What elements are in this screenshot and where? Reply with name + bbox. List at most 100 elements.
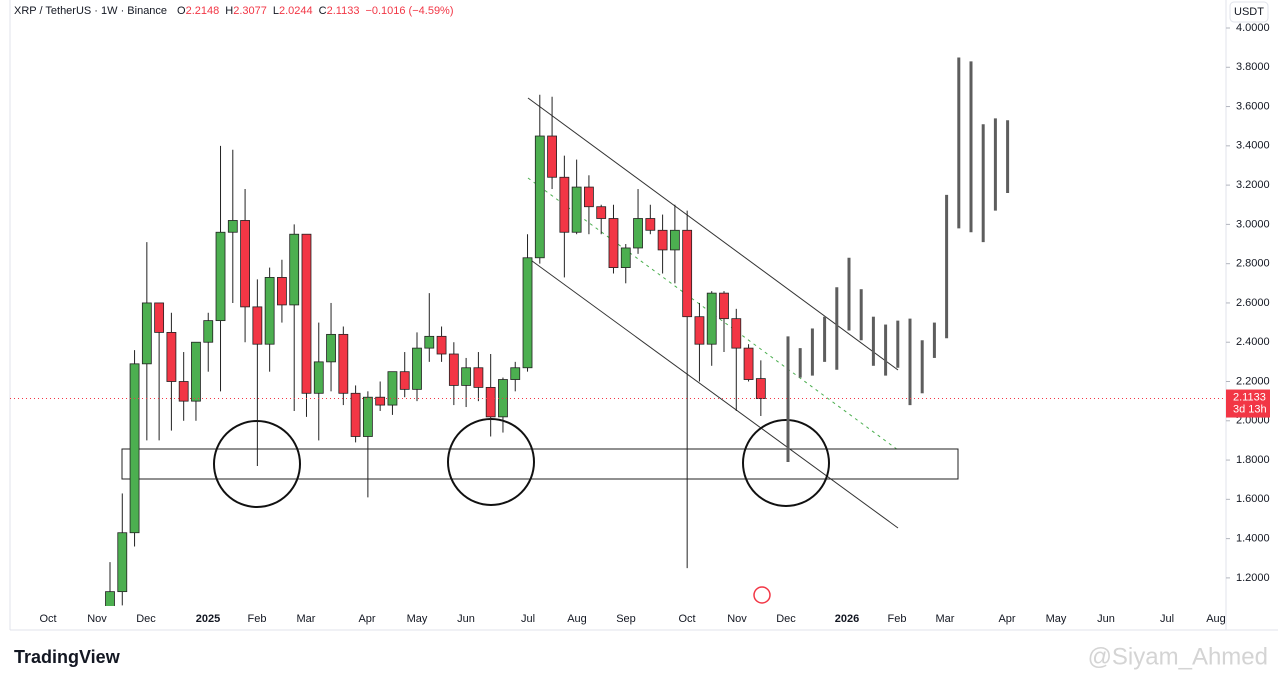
candle-body [387,371,398,406]
drawings [121,97,959,529]
candle-body [731,318,742,349]
candle-body [448,353,459,386]
candle-body [436,335,447,355]
countdown: 3d 13h [1233,403,1267,415]
candle-body [412,347,422,390]
candle-body [141,302,152,365]
x-tick-label: Jul [521,613,535,625]
x-tick-label: Mar [297,613,316,625]
watermark: @Siyam_Ahmed [1088,643,1268,670]
y-tick-label: 1.8000 [1236,454,1270,466]
candle-body [461,367,472,386]
y-tick-label: 4.0000 [1236,22,1270,34]
candle-body [559,176,570,233]
y-tick-label: 2.2000 [1236,375,1270,387]
candle-body [117,532,128,593]
candle-body [240,220,250,308]
candle-body [313,361,324,394]
y-tick-label: 2.0000 [1236,415,1270,427]
ohlc-value: 2.1133 [327,5,360,17]
x-tick-label: Oct [39,613,56,625]
candle-body [191,341,201,402]
x-tick-label: Jun [457,613,475,625]
ohlc-label: O [177,5,186,17]
x-tick-label: 2026 [835,613,859,625]
symbol: XRP / TetherUS · 1W · Binance [14,5,167,17]
x-tick-label: 2025 [196,613,220,625]
candle-body [620,247,631,268]
x-tick-label: May [407,613,428,625]
candle-body [252,306,263,345]
ohlc-value: 2.2148 [186,5,220,17]
x-tick-label: May [1046,613,1067,625]
event-icon[interactable] [753,586,771,604]
candle-body [571,186,582,233]
candle-body [682,229,693,318]
candle-body [129,363,140,534]
x-tick-label: Aug [1206,613,1226,625]
x-tick-label: Nov [87,613,107,625]
candle-body [608,218,619,268]
candle-body [584,186,594,208]
candle-body [596,206,607,219]
candle-body [485,386,496,418]
header: XRP / TetherUS · 1W · Binance O2.2148 H2.3… [14,5,454,17]
x-tick-label: Mar [936,613,955,625]
candle-body [719,292,729,320]
candle-body [473,367,484,388]
candle-body [375,396,386,406]
x-tick-label: Dec [136,613,156,625]
candle-body [338,333,349,394]
ohlc-label: C [319,5,327,17]
ohlc-label: L [273,5,279,17]
x-tick-label: Feb [888,613,907,625]
highlight-circle [742,419,830,507]
brand: TradingView [14,647,121,667]
candle-body [755,378,766,399]
candles [105,57,1010,606]
candle-body [362,396,373,437]
y-tick-label: 2.6000 [1236,297,1270,309]
x-tick-label: Aug [567,613,587,625]
candle-body [301,233,312,394]
candle-body [326,333,336,363]
y-tick-label: 3.8000 [1236,61,1270,73]
x-tick-label: Apr [358,613,375,625]
candle-body [669,229,680,251]
y-tick-label: 1.6000 [1236,493,1270,505]
ohlc-value: 2.0244 [279,5,313,17]
candle-body [203,320,214,343]
unit: USDT [1234,6,1264,18]
x-tick-label: Jun [1097,613,1115,625]
candle-body [350,392,361,437]
candle-body [178,381,189,402]
candle-body [706,292,717,345]
candle-body [694,316,705,345]
y-tick-label: 2.8000 [1236,258,1270,270]
candle-body [534,135,545,259]
y-tick-label: 3.2000 [1236,179,1270,191]
x-tick-label: Sep [616,613,636,625]
candle-body [264,277,275,345]
candle-body [399,371,410,390]
x-tick-label: Oct [678,613,695,625]
candle-body [105,591,115,606]
y-tick-label: 1.2000 [1236,572,1270,584]
support-zone [121,448,959,480]
x-tick-label: Apr [998,613,1015,625]
candle-body [166,332,177,382]
price-label: 2.1133 [1233,391,1266,403]
price-tag [1226,389,1270,418]
y-tick-label: 3.0000 [1236,218,1270,230]
candle-body [522,257,533,369]
x-tick-label: Jul [1160,613,1174,625]
candle-body [277,277,287,306]
x-tick-label: Dec [776,613,796,625]
candle-body [633,218,643,249]
candle-body [743,347,754,380]
candle-body [657,229,668,251]
x-tick-label: Feb [248,613,267,625]
candle-body [289,233,300,306]
candle-body [424,335,435,349]
